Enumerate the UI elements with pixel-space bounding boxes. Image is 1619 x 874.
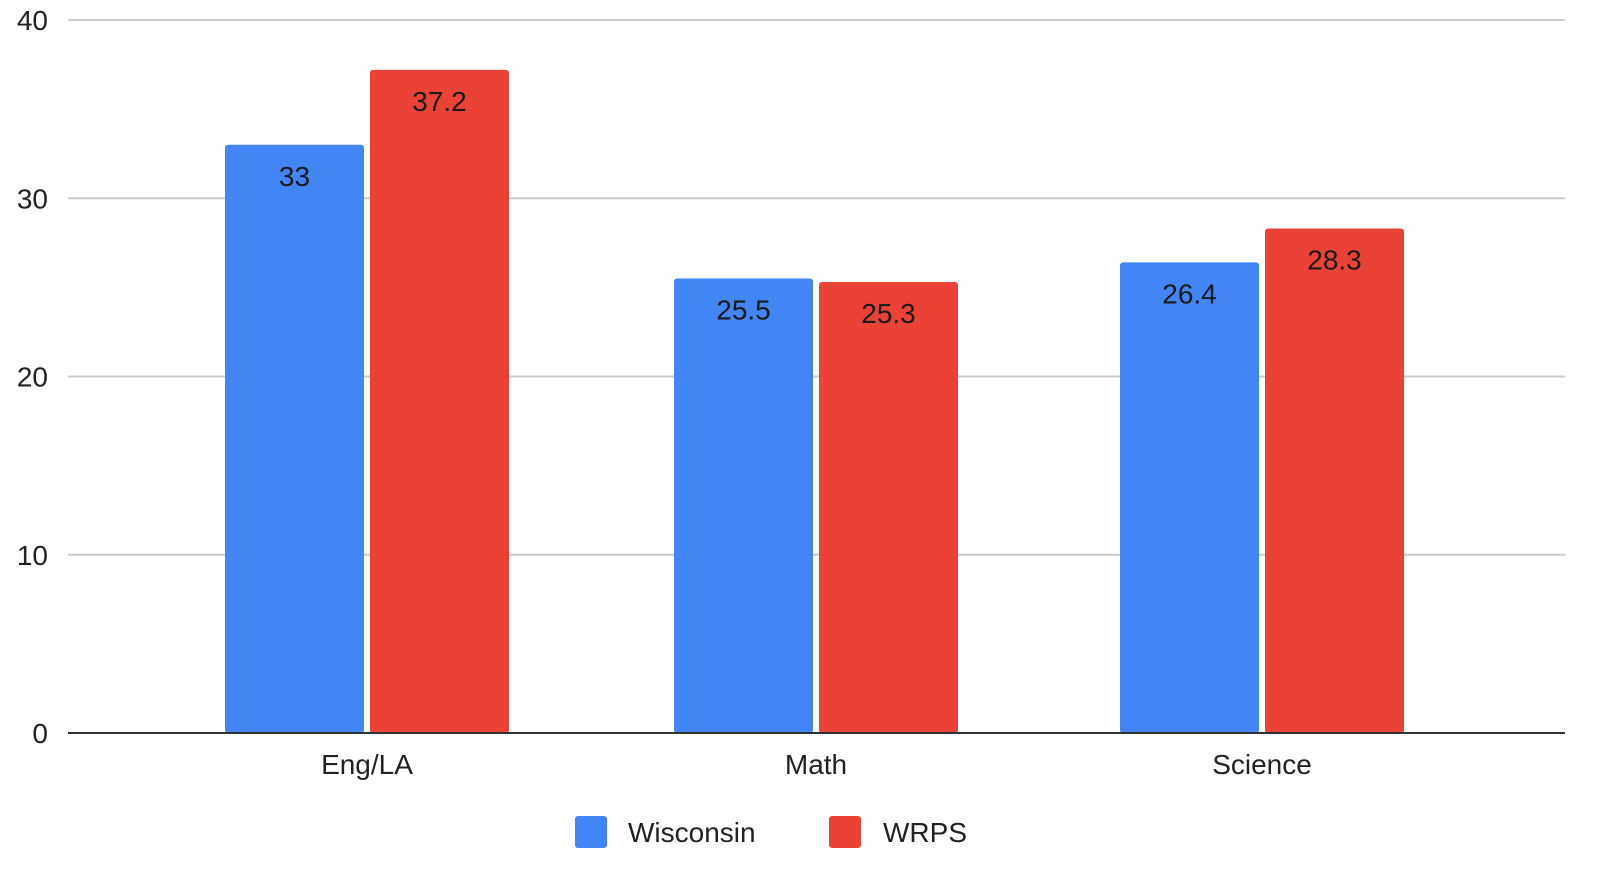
y-tick-label-10: 10 <box>17 540 48 571</box>
bar-wisconsin-science <box>1120 262 1259 733</box>
legend: Wisconsin WRPS <box>575 816 967 848</box>
y-tick-label-30: 30 <box>17 183 48 214</box>
data-label-wrps-math: 25.3 <box>861 298 916 329</box>
x-category-label-math: Math <box>785 749 847 780</box>
y-tick-label-40: 40 <box>17 5 48 36</box>
data-label-wrps-science: 28.3 <box>1307 245 1362 276</box>
bar-wrps-math <box>819 282 958 733</box>
legend-swatch-wrps <box>829 816 861 848</box>
y-axis-tick-labels: 0 10 20 30 40 <box>17 5 48 749</box>
y-tick-label-20: 20 <box>17 362 48 393</box>
data-label-wrps-eng-la: 37.2 <box>412 86 467 117</box>
x-category-label-science: Science <box>1212 749 1312 780</box>
legend-label-wisconsin: Wisconsin <box>628 817 756 848</box>
data-label-wisconsin-math: 25.5 <box>716 294 771 325</box>
bars <box>225 69 1404 734</box>
data-label-wisconsin-science: 26.4 <box>1162 278 1217 309</box>
bar-wrps-science <box>1265 228 1404 734</box>
bar-wisconsin-eng-la <box>225 144 364 733</box>
bar-wrps-eng-la <box>370 69 509 733</box>
bar-wisconsin-math <box>674 278 813 733</box>
x-category-label-eng-la: Eng/LA <box>321 749 413 780</box>
legend-label-wrps: WRPS <box>883 817 967 848</box>
data-labels: 33 37.2 25.5 25.3 26.4 28.3 <box>279 86 1362 329</box>
x-axis-category-labels: Eng/LA Math Science <box>321 749 1312 780</box>
legend-swatch-wisconsin <box>575 816 607 848</box>
y-tick-label-0: 0 <box>32 718 48 749</box>
data-label-wisconsin-eng-la: 33 <box>279 161 310 192</box>
